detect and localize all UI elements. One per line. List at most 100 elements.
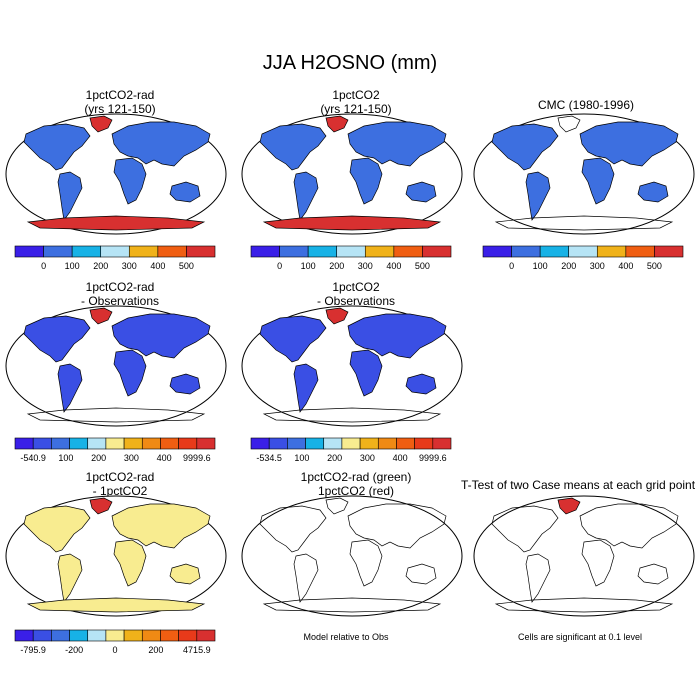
- colorbar-label: 400: [150, 261, 165, 271]
- colorbar-label: 0: [41, 261, 46, 271]
- continent-africa: [113, 157, 147, 205]
- panel-title-p3: CMC (1980-1996): [466, 98, 700, 112]
- colorbar-swatch: [141, 629, 161, 642]
- colorbar-label: 200: [93, 261, 108, 271]
- colorbar-label: 0: [509, 261, 514, 271]
- colorbar-swatch: [596, 245, 627, 258]
- colorbar-swatch: [14, 245, 44, 258]
- continent-australia: [637, 563, 669, 585]
- continent-australia: [405, 563, 437, 585]
- panel-title-line1: T-Test of two Case means at each grid po…: [460, 478, 696, 492]
- continent-antarctica: [494, 597, 674, 613]
- colorbar-label: 400: [393, 453, 408, 463]
- colorbar-label: 200: [561, 261, 576, 271]
- colorbar-label: 0: [277, 261, 282, 271]
- colorbar-swatch: [69, 629, 89, 642]
- colorbar-swatch: [539, 245, 570, 258]
- figure-title: JJA H2OSNO (mm): [262, 52, 438, 74]
- colorbar-swatch: [87, 629, 107, 642]
- colorbar-label: 200: [91, 453, 106, 463]
- colorbar-swatch: [307, 245, 338, 258]
- continent-samerica: [57, 171, 83, 221]
- continent-eurasia: [347, 503, 447, 549]
- colorbar-label: 500: [415, 261, 430, 271]
- continent-greenland: [89, 115, 113, 133]
- colorbar-swatch: [323, 437, 343, 450]
- colorbar-swatch: [178, 437, 198, 450]
- colorbar-label: 100: [301, 261, 316, 271]
- continent-africa: [349, 539, 383, 587]
- colorbar-swatch: [196, 629, 216, 642]
- colorbar: -534.5 100 200 300 400 9999.6: [250, 437, 452, 463]
- continent-antarctica: [262, 597, 442, 613]
- colorbar-swatch: [268, 437, 288, 450]
- colorbar: -795.9 -200 0 200 4715.9: [14, 629, 216, 655]
- map-panel: [473, 495, 695, 617]
- colorbar-swatch: [364, 245, 395, 258]
- map-frame: [241, 495, 463, 617]
- colorbar-swatch: [100, 245, 130, 258]
- colorbar-swatch: [43, 245, 73, 258]
- colorbar-swatch: [414, 437, 434, 450]
- map-panel: [473, 113, 695, 235]
- colorbar-swatch: [305, 437, 325, 450]
- colorbar-swatch: [482, 245, 512, 258]
- colorbar-label: 300: [590, 261, 605, 271]
- continent-australia: [169, 181, 201, 203]
- colorbar: -540.9 100 200 300 400 9999.6: [14, 437, 216, 463]
- panel-title-line1: 1pctCO2: [332, 88, 380, 102]
- map-panel: [5, 113, 227, 235]
- continent-greenland: [557, 115, 581, 133]
- continent-samerica: [57, 363, 83, 413]
- continent-africa: [581, 539, 615, 587]
- continent-samerica: [57, 553, 83, 603]
- colorbar-label: 500: [647, 261, 662, 271]
- continent-antarctica: [262, 215, 442, 231]
- colorbar-label: -200: [65, 645, 83, 655]
- colorbar-label: 300: [360, 453, 375, 463]
- colorbar-swatch: [511, 245, 541, 258]
- continent-namerica: [23, 123, 91, 171]
- colorbar-label: 400: [157, 453, 172, 463]
- continent-eurasia: [347, 121, 447, 167]
- colorbar-swatch: [105, 629, 125, 642]
- continent-samerica: [293, 363, 319, 413]
- map-panel: [241, 305, 463, 427]
- colorbar-swatch: [14, 629, 34, 642]
- panel-title-line2: (yrs 121-150): [84, 102, 156, 116]
- colorbar-swatch: [51, 629, 70, 642]
- continent-namerica: [491, 123, 559, 171]
- colorbar-label: 500: [179, 261, 194, 271]
- colorbar-swatch: [250, 245, 280, 258]
- continent-australia: [637, 181, 669, 203]
- note-model-relative: Model relative to Obs: [303, 632, 389, 642]
- panel-title-line2: - Observations: [316, 294, 396, 308]
- colorbar-label: 4715.9: [183, 645, 211, 655]
- continent-antarctica: [26, 597, 206, 613]
- colorbar-swatch: [157, 245, 187, 258]
- continent-eurasia: [579, 121, 679, 167]
- continent-greenland: [557, 497, 581, 515]
- continent-greenland: [325, 307, 349, 325]
- continent-greenland: [89, 307, 113, 325]
- continents: [259, 115, 447, 231]
- continent-samerica: [293, 553, 319, 603]
- continents: [259, 307, 447, 423]
- continent-namerica: [23, 315, 91, 363]
- continent-africa: [581, 157, 615, 205]
- continent-namerica: [259, 123, 327, 171]
- panel-title-p5: 1pctCO2 - Observations: [236, 280, 476, 308]
- colorbar-swatch: [51, 437, 70, 450]
- colorbar-swatch: [123, 629, 143, 642]
- continent-antarctica: [26, 407, 206, 423]
- colorbar-label: -534.5: [256, 453, 282, 463]
- colorbar-swatch: [14, 437, 34, 450]
- colorbar-label: 200: [327, 453, 342, 463]
- panel-title-p8: T-Test of two Case means at each grid po…: [448, 478, 700, 492]
- continent-eurasia: [111, 313, 211, 359]
- panel-title-p6: 1pctCO2-rad - 1pctCO2: [0, 470, 240, 498]
- continent-samerica: [525, 171, 551, 221]
- colorbar-swatch: [287, 437, 306, 450]
- colorbar-swatch: [87, 437, 107, 450]
- colorbar-label: 200: [329, 261, 344, 271]
